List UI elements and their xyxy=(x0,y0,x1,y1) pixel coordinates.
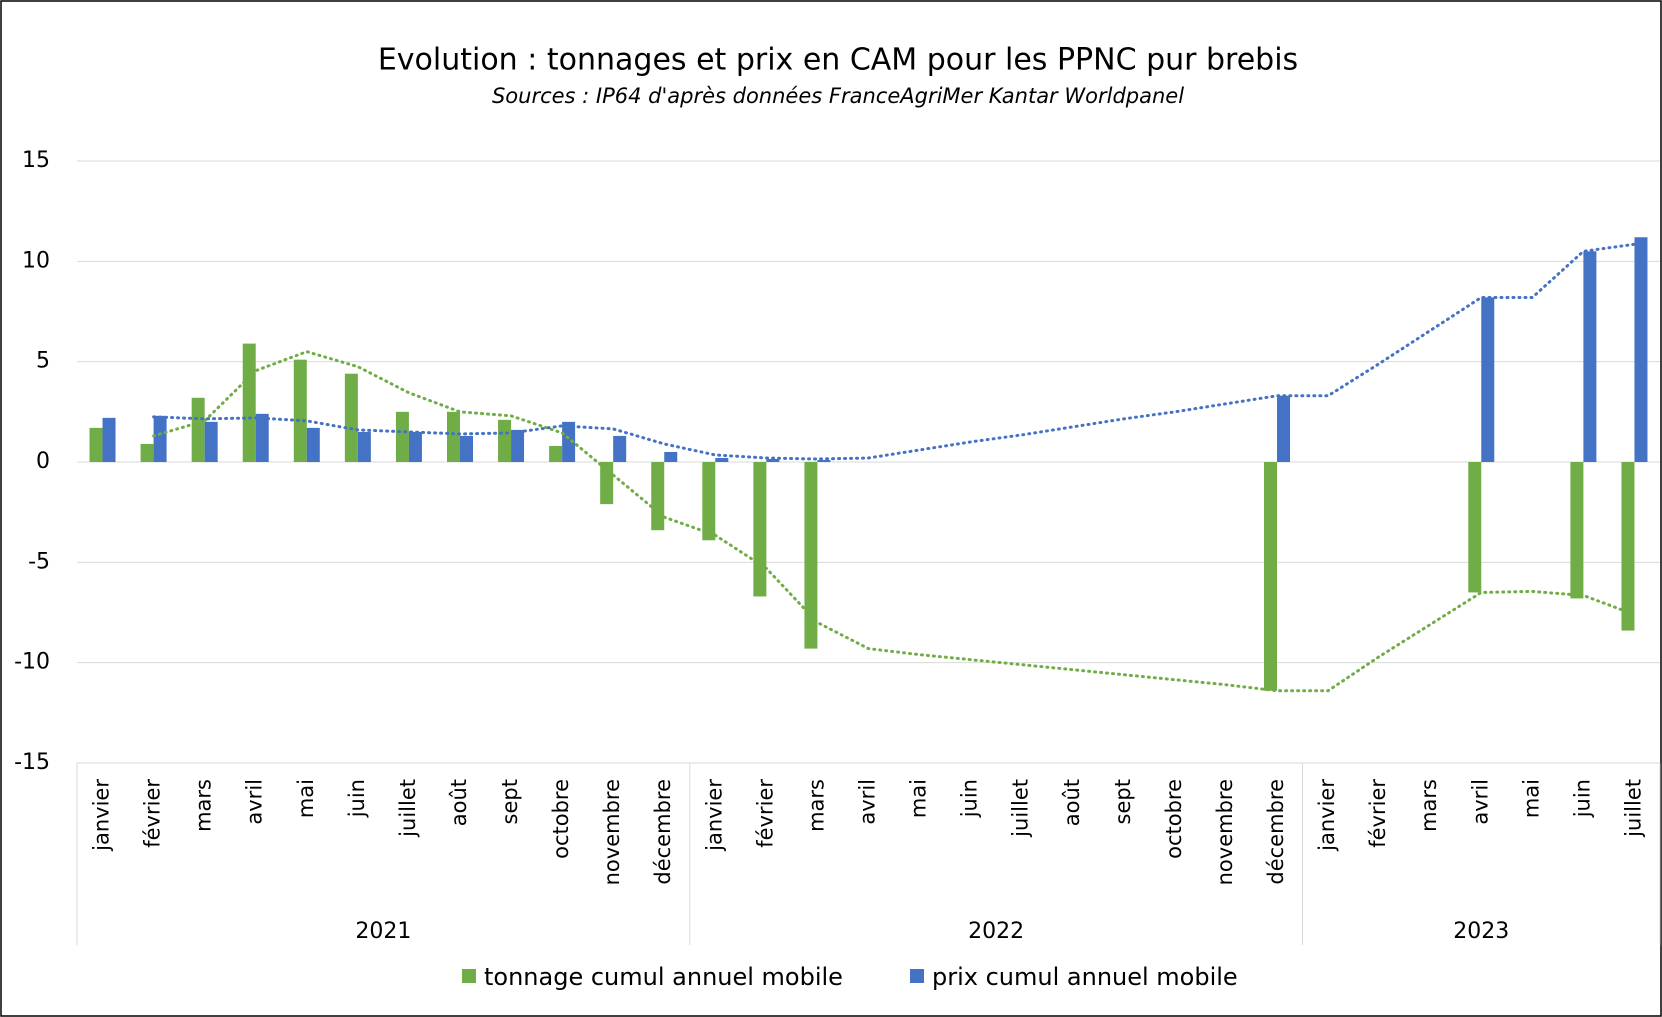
x-tick-label: février xyxy=(141,779,165,848)
x-tick-label: avril xyxy=(856,779,880,825)
x-tick-label: mai xyxy=(907,779,931,818)
x-tick-label: juillet xyxy=(1621,779,1645,838)
bar xyxy=(357,431,371,462)
x-tick-label: décembre xyxy=(651,779,675,885)
x-tick-label: juin xyxy=(345,779,369,818)
trend-line xyxy=(152,350,1636,693)
x-tick-label: sept xyxy=(498,779,522,824)
bar xyxy=(1481,297,1495,462)
x-tick-label: juillet xyxy=(1009,779,1033,838)
x-tick-label: janvier xyxy=(702,779,726,852)
bar xyxy=(1621,462,1635,631)
x-tick-label: février xyxy=(1366,779,1390,848)
bar xyxy=(613,435,627,462)
x-tick-label: août xyxy=(1060,779,1084,826)
bar xyxy=(664,451,678,462)
trend-line xyxy=(152,242,1636,461)
x-tick-label: octobre xyxy=(1162,779,1186,859)
bar xyxy=(344,373,358,462)
bar xyxy=(549,445,563,462)
bar xyxy=(1468,462,1482,593)
bar xyxy=(1277,395,1291,462)
x-tick-label: janvier xyxy=(90,779,114,852)
bar xyxy=(89,427,103,462)
bar xyxy=(242,343,256,462)
bar xyxy=(498,419,512,462)
bar xyxy=(1570,462,1584,599)
legend-label: tonnage cumul annuel mobile xyxy=(484,963,843,991)
bar xyxy=(715,457,729,462)
bar xyxy=(511,429,525,462)
bar xyxy=(140,443,154,462)
group-label: 2023 xyxy=(1453,919,1509,944)
legend-label: prix cumul annuel mobile xyxy=(932,963,1238,991)
bar xyxy=(395,411,409,462)
x-tick-label: sept xyxy=(1111,779,1135,824)
x-tick-label: mars xyxy=(1417,779,1441,832)
x-tick-label: décembre xyxy=(1264,779,1288,885)
bar xyxy=(204,421,218,462)
y-tick-label: 15 xyxy=(22,148,50,173)
legend-swatch xyxy=(910,969,924,983)
x-tick-label: avril xyxy=(243,779,267,825)
bar xyxy=(459,435,473,462)
x-tick-label: mars xyxy=(804,779,828,832)
x-tick-label: novembre xyxy=(600,779,624,885)
bar xyxy=(753,462,767,597)
x-tick-label: mai xyxy=(1519,779,1543,818)
bar xyxy=(1634,237,1648,462)
bar xyxy=(817,459,831,462)
bar xyxy=(600,462,614,505)
y-tick-label: 10 xyxy=(22,248,50,273)
bar xyxy=(293,359,307,462)
bar xyxy=(446,411,460,462)
bar xyxy=(408,431,422,462)
x-tick-label: août xyxy=(447,779,471,826)
bar xyxy=(255,413,269,462)
bar xyxy=(1264,462,1278,691)
x-tick-label: avril xyxy=(1468,779,1492,825)
y-tick-label: 5 xyxy=(36,349,50,374)
bar xyxy=(153,415,167,462)
y-tick-label: 0 xyxy=(36,449,50,474)
x-tick-label: juillet xyxy=(396,779,420,838)
x-tick-label: novembre xyxy=(1213,779,1237,885)
x-tick-label: mai xyxy=(294,779,318,818)
y-tick-label: -10 xyxy=(14,650,50,675)
group-label: 2022 xyxy=(968,919,1024,944)
x-tick-label: janvier xyxy=(1315,779,1339,852)
x-tick-label: mars xyxy=(192,779,216,832)
bar xyxy=(804,462,818,649)
group-label: 2021 xyxy=(355,919,411,944)
bar xyxy=(702,462,716,541)
x-tick-label: juin xyxy=(958,779,982,818)
x-tick-label: octobre xyxy=(549,779,573,859)
bar xyxy=(306,427,320,462)
bar xyxy=(1583,251,1597,462)
bar xyxy=(102,417,116,462)
y-tick-label: -5 xyxy=(28,549,50,574)
x-tick-label: juin xyxy=(1570,779,1594,818)
chart-subtitle: Sources : IP64 d'après données FranceAgr… xyxy=(492,84,1184,108)
bar xyxy=(651,462,665,531)
bar xyxy=(191,397,205,462)
chart-title: Evolution : tonnages et prix en CAM pour… xyxy=(378,43,1298,78)
bar xyxy=(766,458,780,462)
legend-swatch xyxy=(462,969,476,983)
y-tick-label: -15 xyxy=(14,750,50,775)
bar xyxy=(562,421,576,462)
x-tick-label: février xyxy=(753,779,777,848)
